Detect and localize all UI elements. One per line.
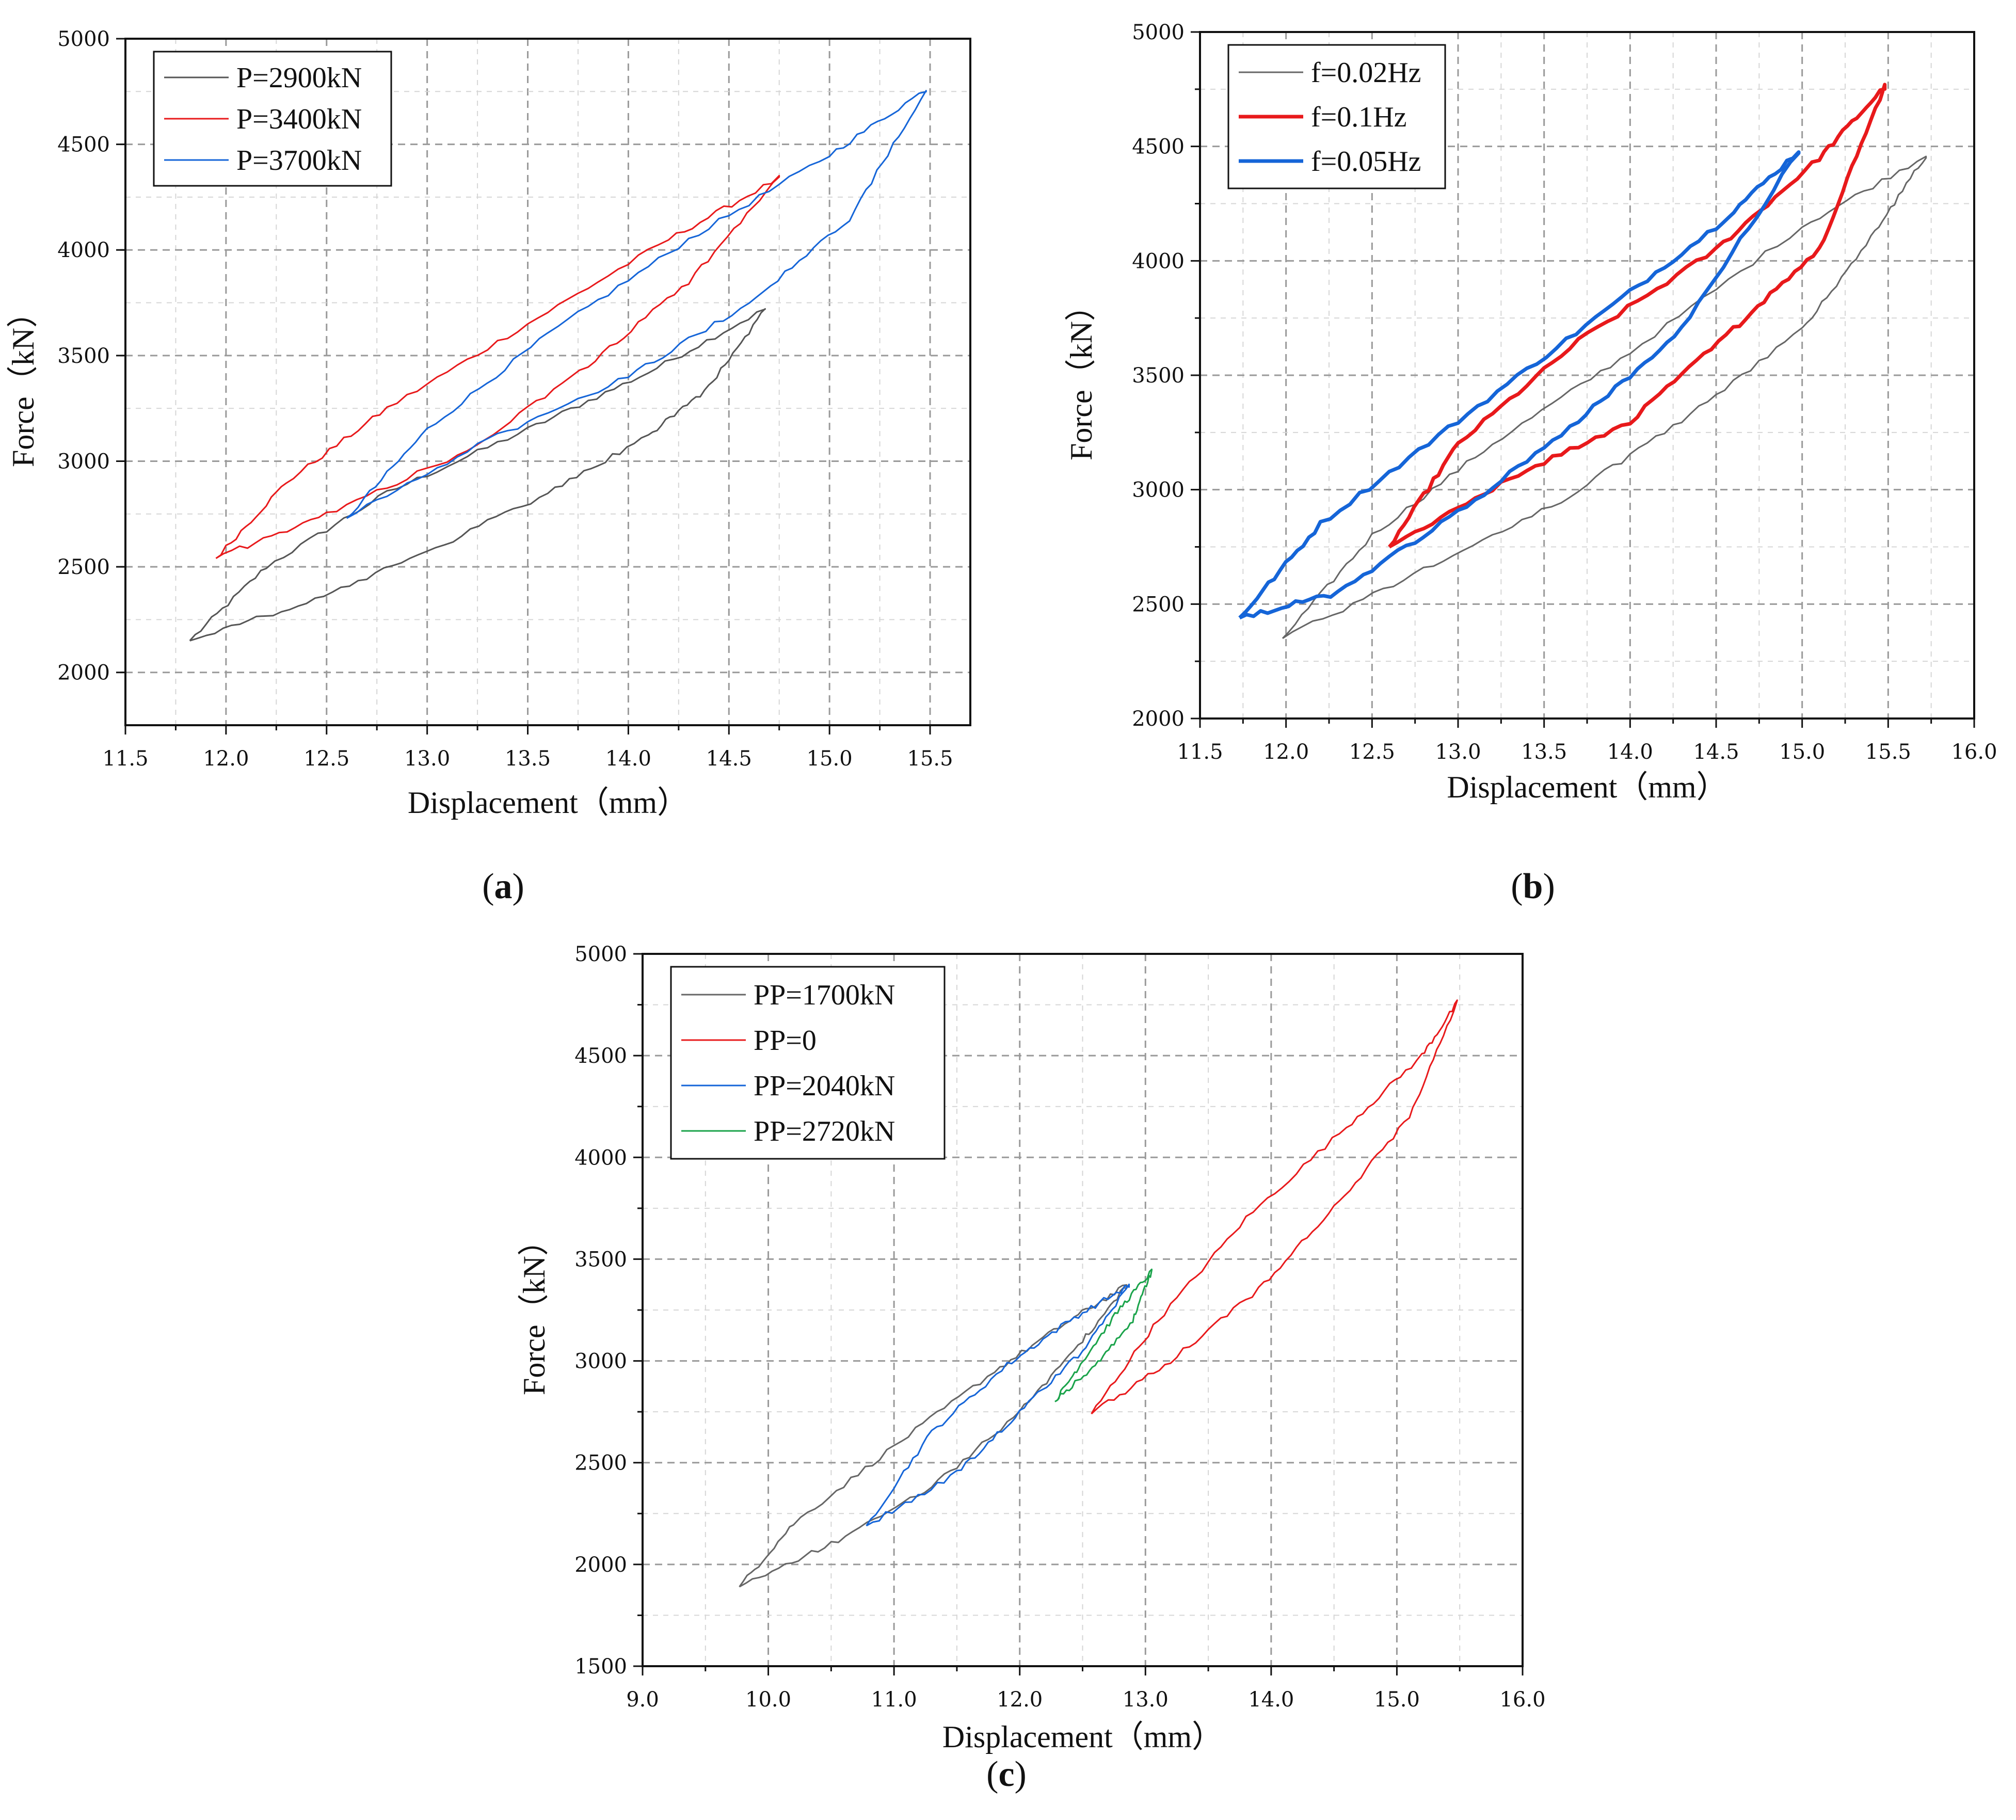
series-line-p2900kn [189, 308, 766, 642]
panel-label-letter: a [494, 867, 513, 906]
y-axis-label: Force（kN） [6, 297, 40, 467]
y-tick-label: 2500 [1132, 593, 1185, 616]
series-line-pp1700kn [739, 1284, 1128, 1588]
y-tick-label: 3500 [57, 344, 110, 368]
x-tick-label: 14.0 [1248, 1688, 1294, 1712]
y-tick-label: 3000 [574, 1350, 627, 1374]
plot-frame [124, 38, 971, 726]
x-tick-label: 13.0 [1123, 1688, 1169, 1712]
legend-label: PP=1700kN [754, 979, 895, 1011]
x-axis-label: Displacement（mm） [942, 1720, 1223, 1754]
legend-box [670, 966, 946, 1160]
x-tick-label: 12.0 [203, 747, 249, 771]
series-group [739, 999, 1458, 1588]
panel-b: 11.5 12.0 12.5 13.0 13.5 14.0 14.5 15.0 15.5 16.0… [1064, 21, 1997, 906]
series-line-p3700kn [346, 90, 927, 519]
panel-label: (a) [482, 867, 524, 906]
x-tick-label: 11.5 [102, 747, 148, 771]
y-tick-label: 5000 [1132, 21, 1185, 44]
legend: PP=1700kN PP=0 PP=2040kN PP=2720kN [670, 966, 946, 1160]
x-tick-label: 13.0 [1435, 740, 1481, 764]
panel-a: 11.5 12.0 12.5 13.0 13.5 14.0 14.5 15.0 15.5 2000… [6, 27, 971, 906]
x-tick-label: 14.0 [605, 747, 651, 771]
series-line-pp2040kn [866, 1283, 1130, 1527]
y-axis-label: Force（kN） [517, 1225, 551, 1395]
panel-label: (b) [1511, 867, 1555, 906]
y-axis-label: Force（kN） [1064, 290, 1098, 460]
y-tick-label: 2000 [1132, 707, 1185, 731]
legend: P=2900kN P=3400kN P=3700kN [153, 51, 392, 187]
x-tick-label: 12.0 [1263, 740, 1309, 764]
series-line-f002hz [1282, 155, 1927, 640]
y-tick-label: 3500 [1132, 364, 1185, 388]
y-tick-label: 5000 [574, 943, 627, 966]
legend-label: PP=0 [754, 1025, 817, 1057]
legend-label: f=0.02Hz [1311, 57, 1421, 89]
x-tick-label: 13.0 [404, 747, 450, 771]
series-line-pp2720kn [1054, 1268, 1153, 1402]
panel-label-open: ( [482, 867, 494, 906]
legend-label: P=3700kN [236, 145, 362, 177]
y-tick-label: 3000 [1132, 478, 1185, 502]
x-tick-label: 14.5 [1693, 740, 1739, 764]
y-tick-label: 4000 [574, 1146, 627, 1170]
x-tick-label: 15.0 [1374, 1688, 1420, 1712]
legend-label: f=0.1Hz [1311, 101, 1407, 133]
legend-label: PP=2040kN [754, 1070, 895, 1102]
panel-label-letter: b [1523, 867, 1543, 906]
series-group [1238, 83, 1927, 640]
x-tick-label: 11.5 [1177, 740, 1223, 764]
x-tick-label: 14.0 [1607, 740, 1653, 764]
y-tick-label: 3000 [57, 450, 110, 473]
x-tick-label: 16.0 [1951, 740, 1997, 764]
y-tick-label: 2500 [574, 1451, 627, 1475]
y-tick-label: 5000 [57, 27, 110, 51]
x-tick-label: 10.0 [745, 1688, 791, 1712]
panel-c: 9.0 10.0 11.0 12.0 13.0 14.0 15.0 16.0 1500 2000 2… [517, 943, 1546, 1794]
panel-label-close: ) [1015, 1754, 1027, 1794]
x-tick-label: 15.5 [1865, 740, 1911, 764]
x-tick-label: 13.5 [505, 747, 551, 771]
y-tick-label: 4500 [574, 1044, 627, 1068]
legend-label: PP=2720kN [754, 1115, 895, 1147]
panel-label-open: ( [1511, 867, 1523, 906]
x-tick-label: 14.5 [706, 747, 752, 771]
legend-label: f=0.05Hz [1311, 146, 1421, 178]
legend: f=0.02Hz f=0.1Hz f=0.05Hz [1227, 44, 1446, 189]
panel-label-close: ) [1543, 867, 1555, 906]
panel-label-letter: c [998, 1754, 1014, 1794]
legend-label: P=2900kN [236, 62, 362, 94]
x-tick-label: 12.0 [997, 1688, 1043, 1712]
y-tick-label: 4000 [1132, 249, 1185, 273]
panel-label-open: ( [986, 1754, 998, 1794]
x-tick-label: 16.0 [1499, 1688, 1545, 1712]
x-tick-label: 12.5 [303, 747, 349, 771]
panel-label: (c) [986, 1754, 1027, 1794]
series-line-pp0 [1091, 999, 1458, 1415]
y-tick-label: 3500 [574, 1248, 627, 1271]
y-tick-label: 2000 [574, 1553, 627, 1577]
x-tick-label: 15.0 [807, 747, 853, 771]
series-group [189, 90, 927, 642]
x-tick-label: 13.5 [1521, 740, 1567, 764]
x-tick-label: 9.0 [626, 1688, 659, 1712]
x-axis-label: Displacement（mm） [1447, 770, 1727, 804]
series-line-p3400kn [215, 174, 780, 559]
y-tick-label: 4000 [57, 238, 110, 262]
y-tick-label: 4500 [1132, 135, 1185, 159]
series-line-f005hz [1238, 150, 1801, 620]
x-axis-label: Displacement（mm） [408, 786, 688, 820]
panel-label-close: ) [513, 867, 524, 906]
y-tick-label: 1500 [574, 1655, 627, 1679]
x-tick-label: 11.0 [871, 1688, 917, 1712]
y-tick-label: 4500 [57, 133, 110, 157]
y-tick-label: 2000 [57, 661, 110, 685]
x-tick-label: 12.5 [1349, 740, 1395, 764]
x-tick-label: 15.0 [1779, 740, 1825, 764]
series-line-f01hz [1388, 83, 1887, 549]
y-tick-label: 2500 [57, 555, 110, 579]
legend-label: P=3400kN [236, 103, 362, 135]
x-tick-label: 15.5 [907, 747, 953, 771]
